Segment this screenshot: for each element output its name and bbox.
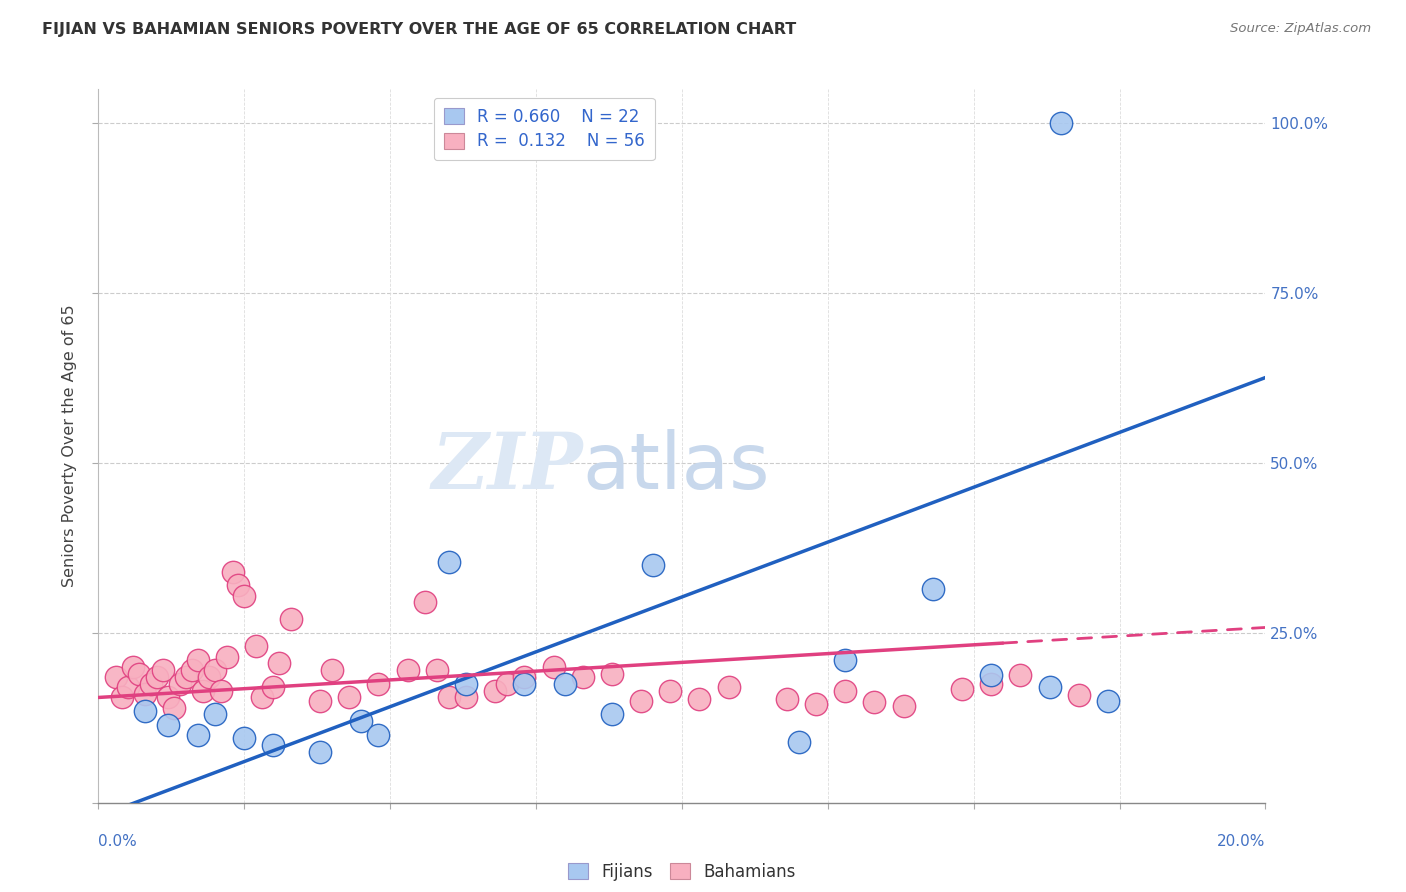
- Point: [950, 681, 973, 696]
- Point: [554, 677, 576, 691]
- Point: [659, 683, 682, 698]
- Point: [250, 690, 273, 705]
- Point: [426, 663, 449, 677]
- Point: [187, 728, 209, 742]
- Point: [337, 690, 360, 705]
- Point: [980, 677, 1002, 691]
- Point: [321, 663, 343, 677]
- Point: [117, 680, 139, 694]
- Point: [262, 680, 284, 694]
- Point: [221, 565, 243, 579]
- Point: [280, 612, 302, 626]
- Point: [776, 692, 799, 706]
- Point: [174, 670, 197, 684]
- Point: [630, 694, 652, 708]
- Point: [513, 670, 536, 684]
- Point: [787, 734, 810, 748]
- Point: [717, 680, 740, 694]
- Point: [495, 677, 517, 691]
- Legend: Fijians, Bahamians: Fijians, Bahamians: [561, 856, 803, 888]
- Point: [146, 670, 169, 684]
- Point: [204, 707, 226, 722]
- Point: [309, 694, 332, 708]
- Point: [437, 690, 460, 705]
- Point: [180, 663, 202, 677]
- Point: [1097, 694, 1119, 708]
- Point: [209, 683, 232, 698]
- Point: [157, 717, 180, 731]
- Point: [804, 698, 827, 712]
- Point: [193, 683, 215, 698]
- Y-axis label: Seniors Poverty Over the Age of 65: Seniors Poverty Over the Age of 65: [62, 305, 77, 587]
- Point: [152, 663, 174, 677]
- Point: [437, 555, 460, 569]
- Point: [215, 649, 238, 664]
- Point: [641, 558, 664, 572]
- Point: [1010, 668, 1032, 682]
- Point: [262, 738, 284, 752]
- Point: [893, 699, 915, 714]
- Point: [921, 582, 943, 596]
- Point: [367, 728, 389, 742]
- Point: [543, 660, 565, 674]
- Point: [122, 660, 145, 674]
- Point: [233, 731, 256, 746]
- Point: [350, 714, 373, 729]
- Text: FIJIAN VS BAHAMIAN SENIORS POVERTY OVER THE AGE OF 65 CORRELATION CHART: FIJIAN VS BAHAMIAN SENIORS POVERTY OVER …: [42, 22, 796, 37]
- Point: [245, 640, 267, 654]
- Point: [600, 707, 623, 722]
- Point: [163, 700, 186, 714]
- Point: [834, 653, 856, 667]
- Point: [454, 677, 477, 691]
- Point: [863, 695, 886, 709]
- Point: [1038, 680, 1060, 694]
- Point: [169, 677, 191, 691]
- Text: Source: ZipAtlas.com: Source: ZipAtlas.com: [1230, 22, 1371, 36]
- Point: [204, 663, 226, 677]
- Point: [980, 668, 1002, 682]
- Point: [1067, 689, 1090, 703]
- Point: [513, 677, 536, 691]
- Text: atlas: atlas: [582, 429, 770, 506]
- Point: [104, 670, 127, 684]
- Point: [834, 683, 856, 698]
- Text: 0.0%: 0.0%: [98, 834, 138, 849]
- Point: [484, 683, 506, 698]
- Point: [228, 578, 250, 592]
- Point: [198, 670, 221, 684]
- Point: [139, 677, 162, 691]
- Point: [134, 687, 156, 701]
- Point: [269, 657, 291, 671]
- Point: [309, 745, 332, 759]
- Point: [688, 692, 710, 706]
- Point: [396, 663, 419, 677]
- Point: [454, 690, 477, 705]
- Text: ZIP: ZIP: [432, 429, 582, 506]
- Point: [571, 670, 593, 684]
- Text: 20.0%: 20.0%: [1218, 834, 1265, 849]
- Point: [134, 704, 156, 718]
- Point: [157, 690, 180, 705]
- Point: [413, 595, 436, 609]
- Point: [128, 666, 150, 681]
- Point: [367, 677, 389, 691]
- Point: [187, 653, 209, 667]
- Point: [111, 690, 134, 705]
- Point: [600, 666, 623, 681]
- Point: [1050, 116, 1073, 130]
- Point: [233, 589, 256, 603]
